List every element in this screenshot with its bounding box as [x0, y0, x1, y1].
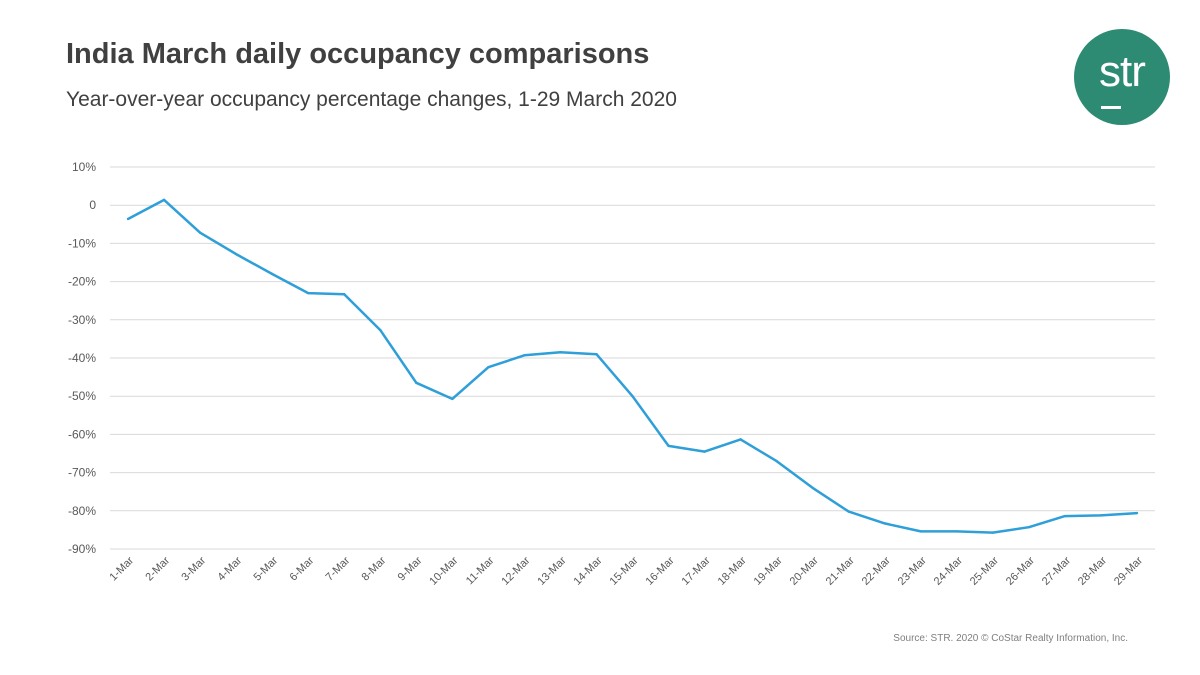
- data-point: [487, 365, 490, 369]
- x-tick-label: 7-Mar: [324, 554, 353, 583]
- data-point: [523, 354, 526, 357]
- x-tick-label: 2-Mar: [143, 554, 172, 583]
- data-point: [595, 352, 598, 356]
- x-axis-ticks: 1-Mar 2-Mar 3-Mar 4-Mar 5-Mar 6-Mar 7-Mar 8-Mar…: [107, 554, 1145, 587]
- x-tick-label: 23-Mar: [896, 554, 929, 587]
- data-point: [667, 444, 670, 448]
- y-tick-label: -40%: [68, 351, 96, 365]
- data-point: [306, 291, 310, 295]
- x-tick-label: 25-Mar: [968, 554, 1001, 587]
- data-point: [343, 293, 346, 296]
- x-tick-label: 12-Mar: [499, 554, 532, 587]
- series-layer: [126, 198, 1139, 534]
- y-tick-label: -60%: [68, 427, 96, 441]
- x-tick-label: 1-Mar: [107, 554, 136, 583]
- data-point: [451, 397, 454, 401]
- data-point: [379, 328, 382, 332]
- x-tick-label: 18-Mar: [716, 554, 749, 587]
- data-point: [1099, 514, 1103, 517]
- x-tick-label: 29-Mar: [1112, 554, 1145, 587]
- data-point: [1063, 514, 1067, 518]
- x-tick-label: 10-Mar: [427, 554, 460, 587]
- data-point: [415, 381, 418, 385]
- data-point: [162, 198, 166, 202]
- x-tick-label: 6-Mar: [288, 554, 317, 583]
- str-logo-underline: [1101, 106, 1121, 109]
- chart-subtitle: Year-over-year occupancy percentage chan…: [66, 88, 677, 111]
- x-tick-label: 8-Mar: [360, 554, 389, 583]
- chart-title: India March daily occupancy comparisons: [66, 38, 650, 70]
- data-point: [270, 272, 274, 276]
- data-point: [198, 231, 202, 234]
- series-line: [127, 198, 1138, 534]
- source-note: Source: STR. 2020 © CoStar Realty Inform…: [893, 633, 1128, 644]
- y-axis-ticks: 10% 0 -10% -20% -30% -40% -50% -60% -70% -80% -90%: [68, 160, 96, 556]
- gridlines: [110, 166, 1155, 550]
- y-tick-label: -70%: [68, 466, 96, 480]
- x-tick-label: 13-Mar: [535, 554, 568, 587]
- x-tick-label: 24-Mar: [932, 554, 965, 587]
- data-point: [559, 351, 562, 354]
- data-point: [234, 252, 238, 256]
- x-tick-label: 11-Mar: [464, 554, 497, 587]
- data-point: [1135, 511, 1139, 515]
- x-tick-label: 5-Mar: [251, 554, 280, 583]
- x-tick-label: 17-Mar: [680, 554, 713, 587]
- x-tick-label: 20-Mar: [788, 554, 821, 587]
- y-tick-label: -30%: [68, 313, 96, 327]
- y-tick-label: -80%: [68, 504, 96, 518]
- x-tick-label: 27-Mar: [1040, 554, 1073, 587]
- data-point: [991, 531, 995, 534]
- data-point: [126, 217, 130, 221]
- x-tick-label: 9-Mar: [396, 554, 425, 583]
- data-point: [883, 522, 886, 525]
- data-point: [1027, 526, 1031, 529]
- x-tick-label: 15-Mar: [607, 554, 640, 587]
- x-tick-label: 3-Mar: [179, 554, 208, 583]
- data-point: [811, 486, 814, 490]
- data-point: [739, 438, 742, 441]
- y-tick-label: -90%: [68, 542, 96, 556]
- y-tick-label: -20%: [68, 275, 96, 289]
- x-tick-label: 26-Mar: [1004, 554, 1037, 587]
- y-tick-label: -10%: [68, 236, 96, 250]
- x-tick-label: 21-Mar: [824, 554, 857, 587]
- x-tick-label: 28-Mar: [1076, 554, 1109, 587]
- data-point: [775, 459, 778, 463]
- str-logo-text: str: [1099, 47, 1146, 96]
- x-tick-label: 19-Mar: [752, 554, 785, 587]
- x-tick-label: 4-Mar: [215, 554, 244, 583]
- data-point: [631, 395, 634, 398]
- str-logo: str: [1074, 29, 1170, 125]
- data-point: [919, 530, 922, 533]
- x-tick-label: 16-Mar: [644, 554, 677, 587]
- y-tick-label: 0: [89, 198, 96, 212]
- y-tick-label: 10%: [72, 160, 96, 174]
- x-tick-label: 14-Mar: [571, 554, 604, 587]
- data-point: [955, 530, 959, 533]
- x-tick-label: 22-Mar: [860, 554, 893, 587]
- data-point: [703, 450, 706, 453]
- data-point: [847, 510, 850, 513]
- y-tick-label: -50%: [68, 389, 96, 403]
